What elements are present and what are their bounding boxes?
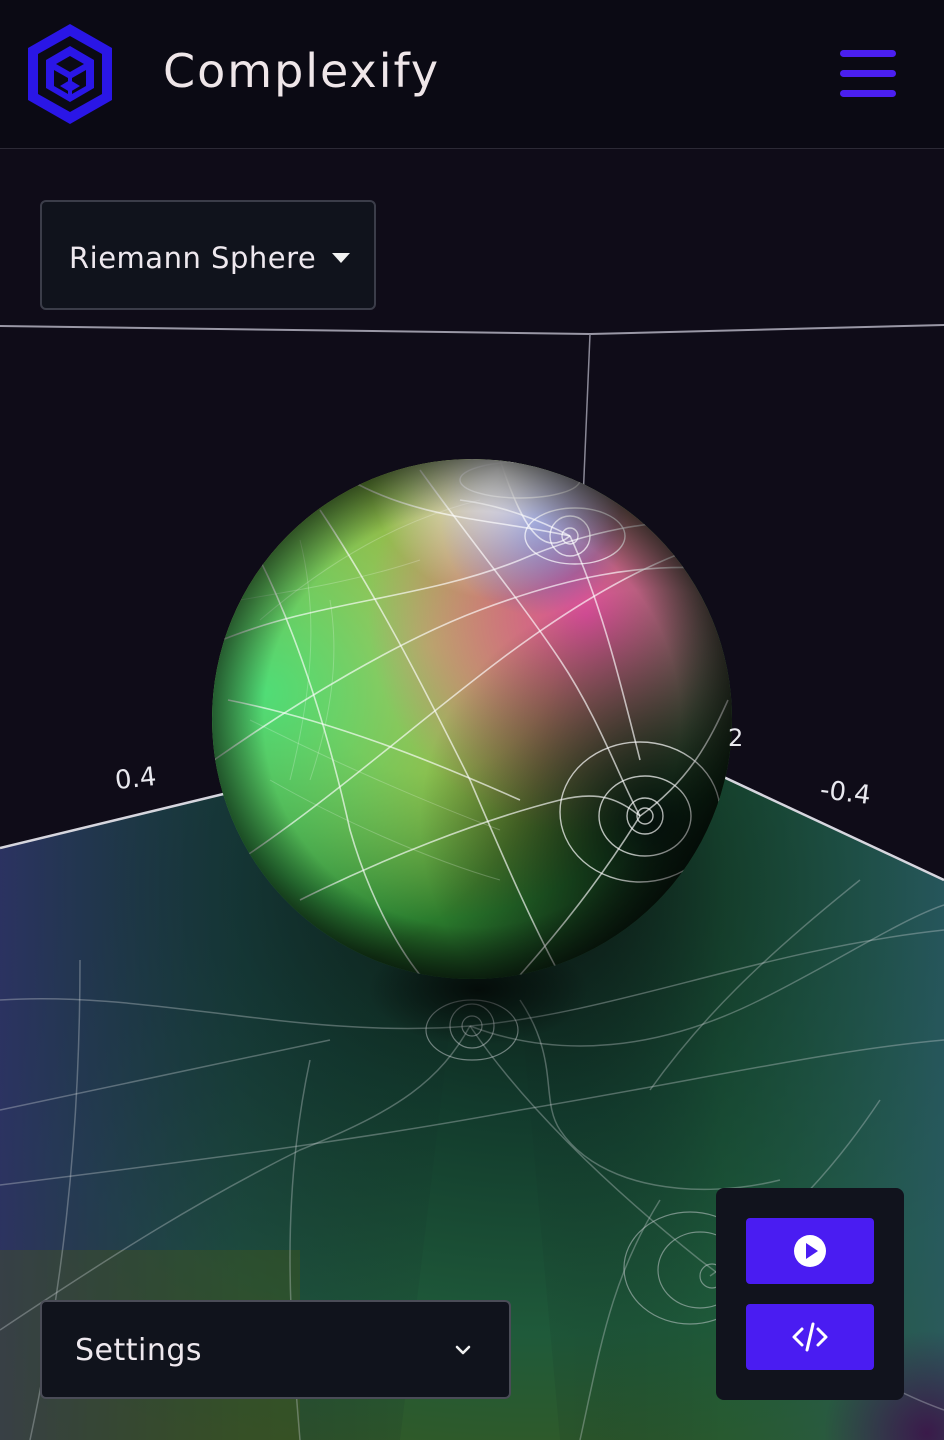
play-button[interactable] (746, 1218, 874, 1284)
axis-tick-label: -0.4 (818, 775, 873, 811)
axis-tick-label: 2 (728, 724, 744, 752)
axis-tick-label: 0.4 (113, 761, 158, 797)
complex-plane-floor (0, 764, 944, 1440)
hexagon-cube-logo[interactable] (24, 22, 116, 126)
app-title: Complexify (163, 44, 441, 98)
back-axis-line (0, 325, 591, 335)
view-mode-label: Riemann Sphere (69, 241, 317, 275)
settings-dropdown[interactable]: Settings (40, 1300, 511, 1399)
chevron-down-icon (455, 1345, 471, 1355)
caret-down-icon (332, 253, 350, 263)
app-header: Complexify (0, 0, 944, 149)
back-axis-line (589, 324, 944, 335)
settings-label: Settings (75, 1333, 203, 1368)
play-icon (794, 1235, 826, 1267)
action-panel (716, 1188, 904, 1400)
riemann-sphere (212, 459, 732, 979)
vertical-axis-line (582, 333, 591, 501)
riemann-sphere-plot[interactable] (0, 149, 944, 1440)
hamburger-menu-icon[interactable] (836, 46, 900, 102)
view-mode-dropdown[interactable]: Riemann Sphere (40, 200, 376, 310)
code-icon (792, 1322, 828, 1352)
code-button[interactable] (746, 1304, 874, 1370)
